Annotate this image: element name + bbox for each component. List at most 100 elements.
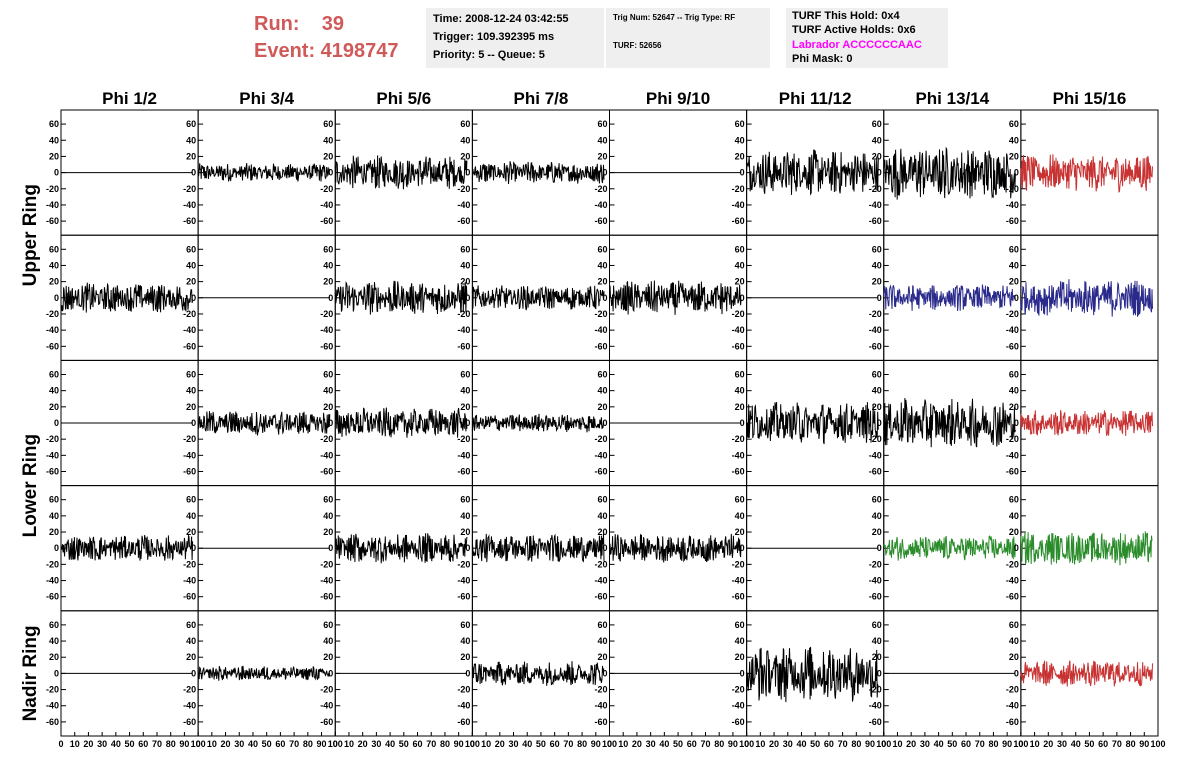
y-tick-label: 60 [735, 244, 745, 254]
y-tick-label: 40 [735, 386, 745, 396]
y-tick-label: 60 [460, 369, 470, 379]
y-tick-label: 60 [460, 620, 470, 630]
y-tick-label: -60 [183, 216, 196, 226]
x-tick-label: 50 [262, 739, 272, 749]
y-tick-label: -60 [594, 717, 607, 727]
y-tick-label: 20 [597, 151, 607, 161]
x-tick-label: 40 [659, 739, 669, 749]
ring-label: Upper Ring [20, 184, 41, 286]
y-tick-label: -40 [320, 200, 333, 210]
turf-active-holds-text: TURF Active Holds: 0x6 [792, 24, 916, 36]
x-tick-label: 20 [495, 739, 505, 749]
y-tick-label: 0 [54, 293, 59, 303]
y-tick-label: 20 [49, 527, 59, 537]
y-tick-label: -40 [46, 450, 59, 460]
x-tick-label: 60 [687, 739, 697, 749]
y-tick-label: 40 [49, 386, 59, 396]
y-tick-label: 20 [460, 527, 470, 537]
y-tick-label: -60 [732, 467, 745, 477]
y-tick-label: 0 [877, 543, 882, 553]
x-tick-label: 50 [399, 739, 409, 749]
turf-this-hold-text: TURF This Hold: 0x4 [792, 10, 900, 22]
y-tick-label: 60 [1009, 620, 1019, 630]
y-tick-label: -40 [46, 325, 59, 335]
y-tick-label: -40 [183, 325, 196, 335]
y-tick-label: -60 [320, 592, 333, 602]
y-tick-label: 20 [460, 151, 470, 161]
y-tick-label: -60 [594, 341, 607, 351]
y-tick-label: 0 [602, 168, 607, 178]
y-tick-label: 0 [1014, 668, 1019, 678]
x-tick-label: 0 [744, 739, 749, 749]
y-tick-label: -20 [46, 184, 59, 194]
y-tick-label: 40 [323, 636, 333, 646]
y-tick-label: -20 [869, 309, 882, 319]
y-tick-label: 40 [872, 636, 882, 646]
y-tick-label: -60 [1006, 592, 1019, 602]
y-tick-label: -40 [320, 325, 333, 335]
waveform-trace [883, 146, 1016, 200]
y-tick-label: -20 [732, 559, 745, 569]
x-tick-label: 40 [522, 739, 532, 749]
y-tick-label: -60 [594, 216, 607, 226]
y-tick-label: -20 [457, 685, 470, 695]
y-tick-label: 20 [597, 277, 607, 287]
y-tick-label: 60 [186, 119, 196, 129]
y-tick-label: -40 [183, 701, 196, 711]
waveform-trace [334, 280, 468, 315]
column-heading: Phi 15/16 [1053, 89, 1127, 108]
y-tick-label: 60 [872, 369, 882, 379]
column-heading: Phi 9/10 [646, 89, 710, 108]
y-tick-label: -40 [594, 701, 607, 711]
y-tick-label: 0 [877, 668, 882, 678]
y-tick-label: -60 [183, 467, 196, 477]
y-tick-label: -60 [732, 216, 745, 226]
x-tick-label: 20 [83, 739, 93, 749]
y-tick-label: 0 [54, 168, 59, 178]
y-tick-label: 40 [1009, 511, 1019, 521]
x-tick-label: 30 [509, 739, 519, 749]
y-tick-label: -20 [183, 434, 196, 444]
y-tick-label: -60 [594, 467, 607, 477]
y-tick-label: 0 [191, 168, 196, 178]
y-tick-label: 20 [735, 402, 745, 412]
waveform-trace [471, 413, 605, 433]
y-tick-label: 20 [323, 652, 333, 662]
y-tick-label: -40 [594, 325, 607, 335]
y-tick-label: 40 [460, 260, 470, 270]
y-tick-label: -60 [457, 341, 470, 351]
y-tick-label: -60 [869, 717, 882, 727]
y-tick-label: 60 [872, 119, 882, 129]
x-tick-label: 0 [196, 739, 201, 749]
x-tick-label: 100 [739, 739, 754, 749]
y-tick-label: -20 [869, 184, 882, 194]
y-tick-label: 20 [735, 277, 745, 287]
y-tick-label: -40 [732, 325, 745, 335]
y-tick-label: 60 [872, 495, 882, 505]
waveform-trace [746, 149, 879, 196]
y-tick-label: -60 [320, 216, 333, 226]
y-tick-label: -40 [732, 576, 745, 586]
event-label: Event: 4198747 [254, 40, 399, 62]
y-tick-label: 0 [740, 668, 745, 678]
turf-info-box: TURF This Hold: 0x4 TURF Active Holds: 0… [786, 8, 948, 68]
y-tick-label: 0 [740, 168, 745, 178]
y-tick-label: 20 [1009, 277, 1019, 287]
time-text: Time: 2008-12-24 03:42:55 [433, 13, 569, 25]
y-tick-label: 20 [323, 277, 333, 287]
y-tick-label: 40 [872, 260, 882, 270]
y-tick-label: 60 [872, 620, 882, 630]
y-tick-label: -40 [46, 200, 59, 210]
y-tick-label: -40 [46, 701, 59, 711]
y-tick-label: -40 [183, 576, 196, 586]
y-tick-label: 20 [323, 402, 333, 412]
y-tick-label: 40 [1009, 135, 1019, 145]
x-tick-label: 90 [317, 739, 327, 749]
x-tick-label: 100 [602, 739, 617, 749]
x-tick-label: 50 [536, 739, 546, 749]
y-tick-label: 40 [597, 260, 607, 270]
y-tick-label: -60 [183, 717, 196, 727]
y-tick-label: 60 [323, 620, 333, 630]
column-heading: Phi 11/12 [779, 89, 852, 108]
y-tick-label: 0 [740, 293, 745, 303]
